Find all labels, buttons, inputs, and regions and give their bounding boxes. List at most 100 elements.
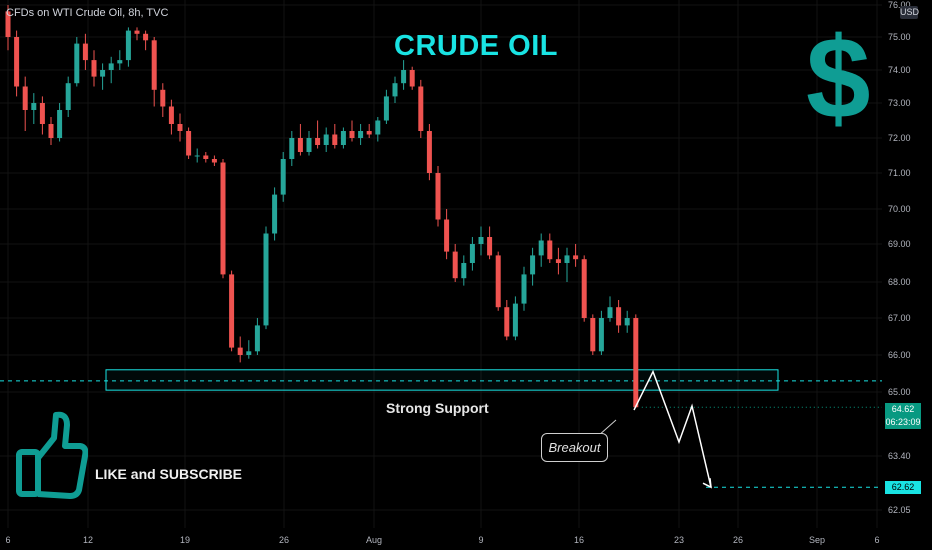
- candle-body-5: [48, 124, 54, 138]
- candle-body-17: [151, 40, 157, 90]
- x-tick-label-8: 26: [733, 535, 743, 545]
- candle-body-36: [315, 138, 321, 145]
- x-tick-label-0: 6: [5, 535, 10, 545]
- candle-body-55: [478, 237, 484, 244]
- candle-body-57: [495, 255, 501, 308]
- candle-body-29: [254, 325, 260, 352]
- candle-body-9: [82, 43, 88, 61]
- symbol-info: CFDs on WTI Crude Oil, 8h, TVC: [6, 7, 169, 19]
- candle-body-2: [22, 86, 28, 110]
- candle-body-45: [392, 83, 398, 97]
- candle-body-65: [564, 255, 570, 263]
- candle-body-70: [607, 307, 613, 318]
- candle-body-53: [461, 263, 467, 279]
- candle-body-26: [229, 274, 235, 348]
- candle-body-62: [538, 240, 544, 256]
- current-price-label: 64.62: [885, 403, 921, 416]
- candle-body-3: [31, 103, 37, 110]
- x-tick-label-4: Aug: [366, 535, 382, 545]
- candle-body-30: [263, 233, 269, 326]
- y-tick-label-0: 76.00: [888, 0, 911, 10]
- countdown-label: 06:23:09: [885, 416, 921, 429]
- x-tick-label-5: 9: [478, 535, 483, 545]
- target-price-label: 62.62: [885, 481, 921, 494]
- y-tick-label-8: 68.00: [888, 277, 911, 287]
- candle-body-35: [306, 138, 312, 152]
- candle-body-69: [598, 318, 604, 352]
- y-tick-label-9: 67.00: [888, 313, 911, 323]
- candle-body-42: [366, 131, 372, 135]
- candle-body-60: [521, 274, 527, 304]
- y-tick-label-10: 66.00: [888, 350, 911, 360]
- x-tick-label-9: Sep: [809, 535, 825, 545]
- candle-body-33: [289, 138, 295, 159]
- y-axis: 76.00 75.00 74.00 73.00 72.00 71.00 70.00 69.00…: [888, 0, 911, 515]
- candle-body-7: [65, 83, 71, 110]
- x-tick-label-10: 6: [874, 535, 879, 545]
- candle-body-11: [100, 70, 106, 77]
- currency-badge[interactable]: USD: [900, 6, 920, 19]
- x-axis: 6 12 19 26 Aug 9 16 23 26 Sep 6: [5, 535, 879, 545]
- candle-body-44: [383, 96, 389, 121]
- candle-body-13: [117, 60, 123, 64]
- candle-body-24: [211, 159, 217, 163]
- support-rect: [105, 369, 779, 391]
- candle-body-28: [246, 351, 252, 355]
- y-tick-label-13: 62.05: [888, 505, 911, 515]
- candle-body-63: [547, 240, 553, 260]
- candle-body-47: [409, 70, 415, 87]
- support-label: Strong Support: [386, 400, 489, 416]
- candle-body-25: [220, 162, 226, 275]
- y-tick-label-5: 71.00: [888, 168, 911, 178]
- y-tick-label-1: 75.00: [888, 32, 911, 42]
- chart-title: CRUDE OIL: [394, 30, 558, 62]
- x-tick-label-7: 23: [674, 535, 684, 545]
- candle-body-64: [555, 259, 561, 263]
- y-tick-label-12: 63.40: [888, 451, 911, 461]
- candle-body-8: [74, 43, 80, 84]
- candle-body-27: [237, 347, 243, 355]
- candle-body-32: [280, 159, 286, 195]
- y-tick-label-4: 72.00: [888, 133, 911, 143]
- y-tick-label-3: 73.00: [888, 98, 911, 108]
- y-tick-label-7: 69.00: [888, 239, 911, 249]
- candle-body-61: [530, 255, 536, 275]
- candle-body-22: [194, 155, 200, 157]
- candle-body-59: [512, 303, 518, 337]
- candle-body-52: [452, 251, 458, 279]
- y-tick-label-6: 70.00: [888, 204, 911, 214]
- candle-body-40: [349, 131, 355, 138]
- candle-body-48: [418, 86, 424, 131]
- candle-body-31: [272, 194, 278, 234]
- x-tick-label-2: 19: [180, 535, 190, 545]
- candle-body-6: [57, 110, 63, 138]
- candle-body-18: [160, 89, 166, 107]
- candle-body-19: [168, 106, 174, 124]
- candle-body-68: [590, 318, 596, 352]
- candle-body-73: [633, 318, 639, 408]
- candle-body-0: [5, 11, 11, 37]
- candles: [5, 5, 882, 408]
- y-tick-label-2: 74.00: [888, 65, 911, 75]
- grid: [0, 0, 882, 528]
- candle-body-72: [624, 318, 630, 326]
- candle-body-37: [323, 134, 329, 145]
- candle-body-56: [487, 237, 493, 256]
- candle-body-46: [401, 70, 407, 84]
- candle-body-14: [125, 30, 131, 61]
- candle-body-16: [143, 33, 149, 41]
- x-tick-label-1: 12: [83, 535, 93, 545]
- candle-body-38: [332, 134, 338, 145]
- candle-body-41: [358, 131, 364, 138]
- projection-zigzag: [633, 369, 712, 488]
- candle-body-43: [375, 120, 381, 135]
- x-tick-label-3: 26: [279, 535, 289, 545]
- candle-body-71: [616, 307, 622, 326]
- thumbs-up-icon: [16, 411, 88, 499]
- candle-body-1: [14, 37, 20, 87]
- candle-body-10: [91, 60, 97, 77]
- cta-text: LIKE and SUBSCRIBE: [95, 466, 243, 482]
- candle-body-20: [177, 124, 183, 131]
